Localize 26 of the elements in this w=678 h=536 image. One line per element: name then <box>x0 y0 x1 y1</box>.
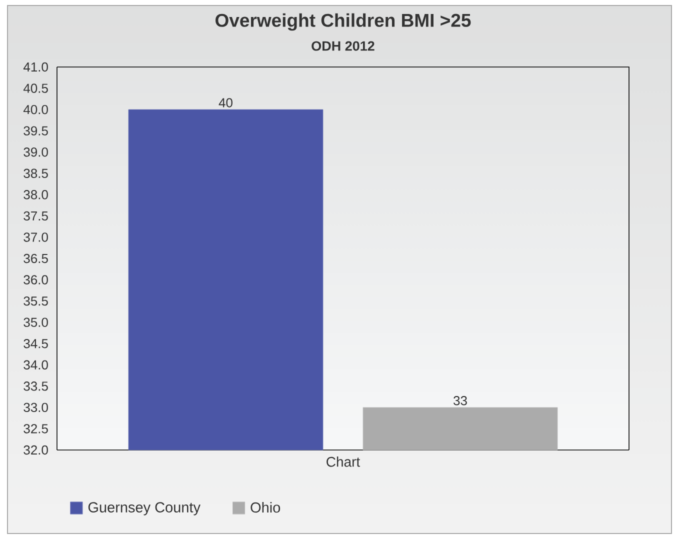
y-tick-label: 35.0 <box>24 318 48 327</box>
y-tick-label: 36.5 <box>24 254 48 264</box>
y-tick-label: 36.0 <box>24 275 48 284</box>
y-tick-label: 38.5 <box>24 168 48 178</box>
x-tick-label: Chart <box>326 456 360 467</box>
legend-label: Ohio <box>250 502 280 513</box>
y-tick-label: 41.0 <box>23 62 48 72</box>
y-tick-label: 39.0 <box>24 148 48 157</box>
y-tick-label: 32.0 <box>24 445 48 455</box>
y-tick-label: 35.5 <box>24 296 48 306</box>
y-tick-label: 40.5 <box>23 84 48 93</box>
y-tick-label: 33.0 <box>24 402 48 412</box>
y-tick-label: 39.5 <box>24 126 48 136</box>
chart-subtitle: ODH 2012 <box>312 41 374 51</box>
y-tick-label: 37.5 <box>24 211 48 221</box>
legend-label: Guernsey County <box>88 502 200 516</box>
y-tick-label: 34.5 <box>24 339 48 348</box>
y-tick-label: 33.5 <box>24 382 48 391</box>
y-tick-label: 37.0 <box>24 232 48 242</box>
y-tick-label: 32.5 <box>24 424 48 434</box>
data-label: 40 <box>218 98 232 108</box>
y-tick-label: 38.0 <box>24 190 48 200</box>
chart-title: Overweight Children BMI >25 <box>216 13 471 31</box>
data-label: 33 <box>454 396 467 406</box>
y-tick-label: 40.0 <box>23 104 48 114</box>
y-tick-label: 34.0 <box>24 360 48 370</box>
